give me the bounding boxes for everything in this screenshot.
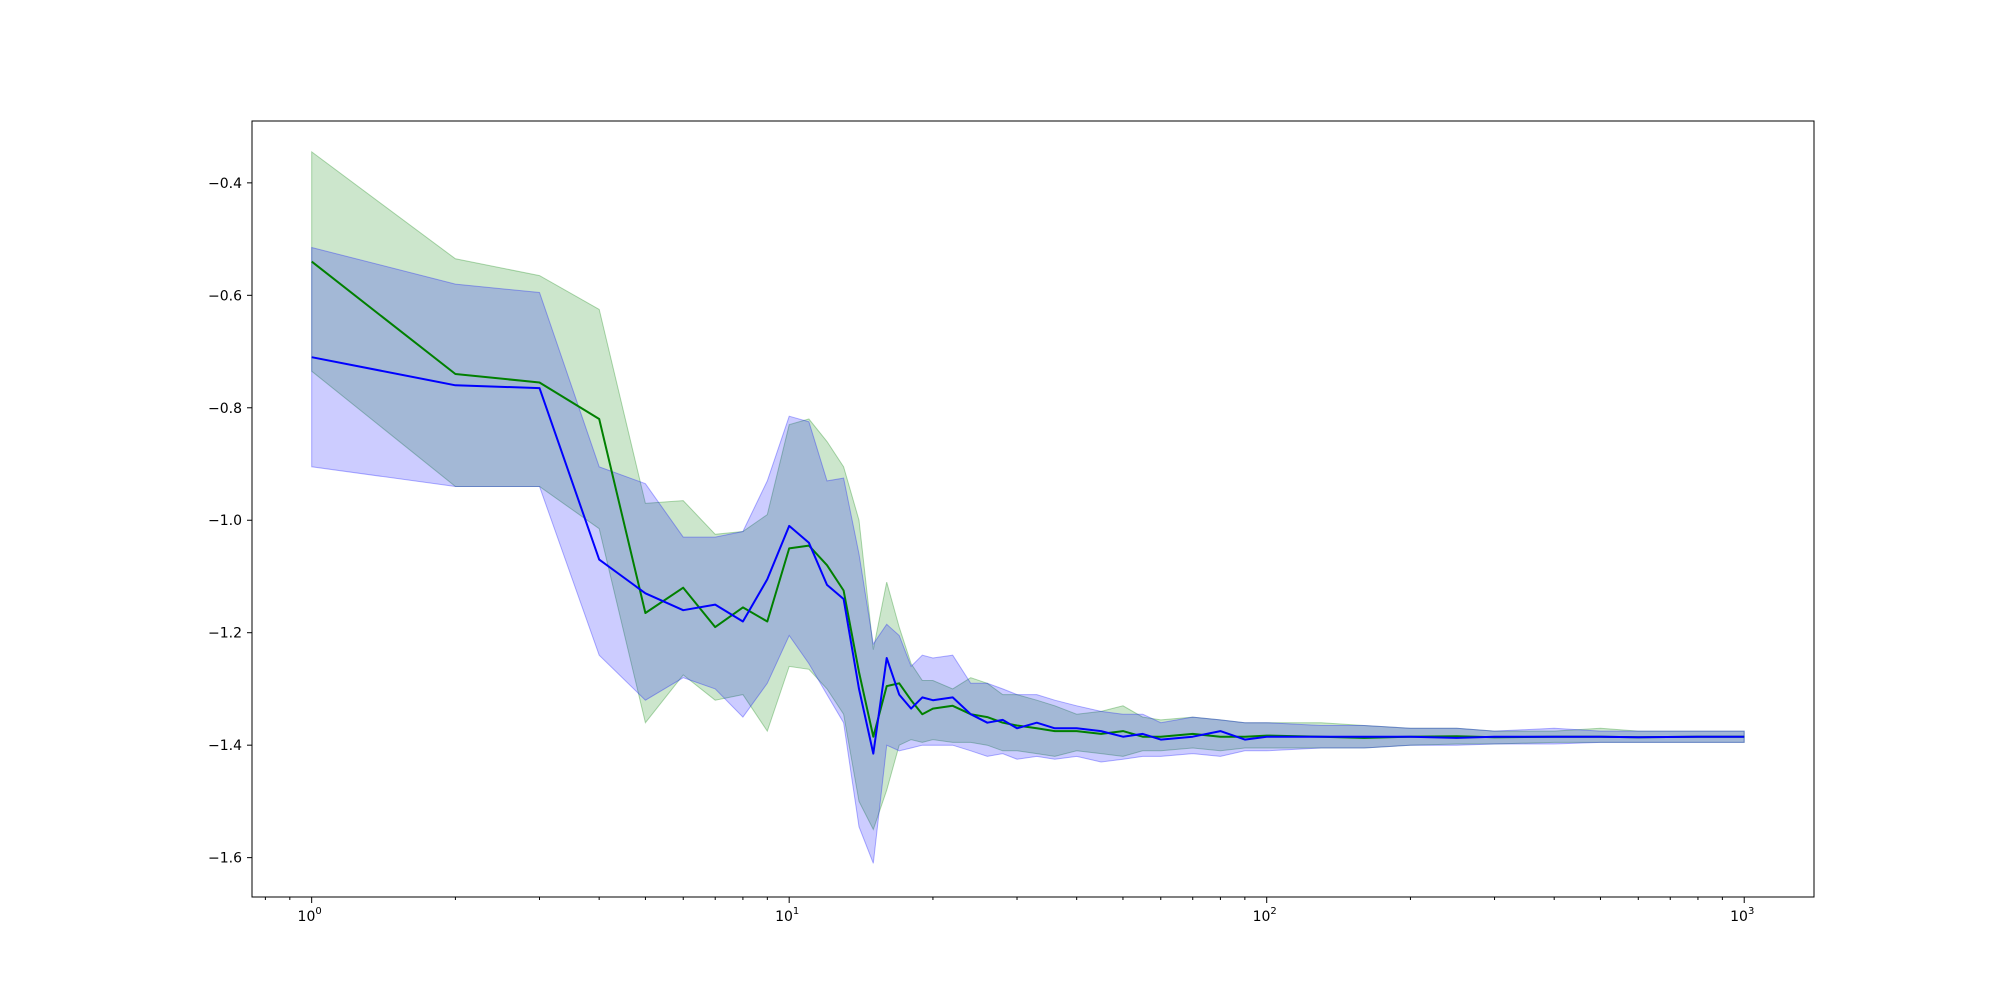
- series-1-line: [311, 356, 1745, 755]
- y-tick-label: −1.6: [208, 851, 242, 867]
- x-tick-label: 101: [775, 906, 799, 925]
- plot-frame: [251, 120, 1815, 898]
- confidence-bands: [311, 150, 1745, 864]
- y-tick-label: −0.4: [208, 176, 242, 192]
- series-1-band: [311, 246, 1745, 864]
- y-tick-label: −1.4: [208, 738, 242, 754]
- series-0-band: [311, 150, 1745, 831]
- series-lines: [311, 260, 1745, 755]
- y-tick-label: −1.2: [208, 626, 242, 642]
- x-tick-label: 102: [1253, 906, 1277, 925]
- x-tick-label: 103: [1730, 906, 1754, 925]
- y-tick-label: −1.0: [208, 513, 242, 529]
- x-tick-label: 100: [298, 906, 322, 925]
- y-tick-label: −0.8: [208, 401, 242, 417]
- y-tick-label: −0.6: [208, 288, 242, 304]
